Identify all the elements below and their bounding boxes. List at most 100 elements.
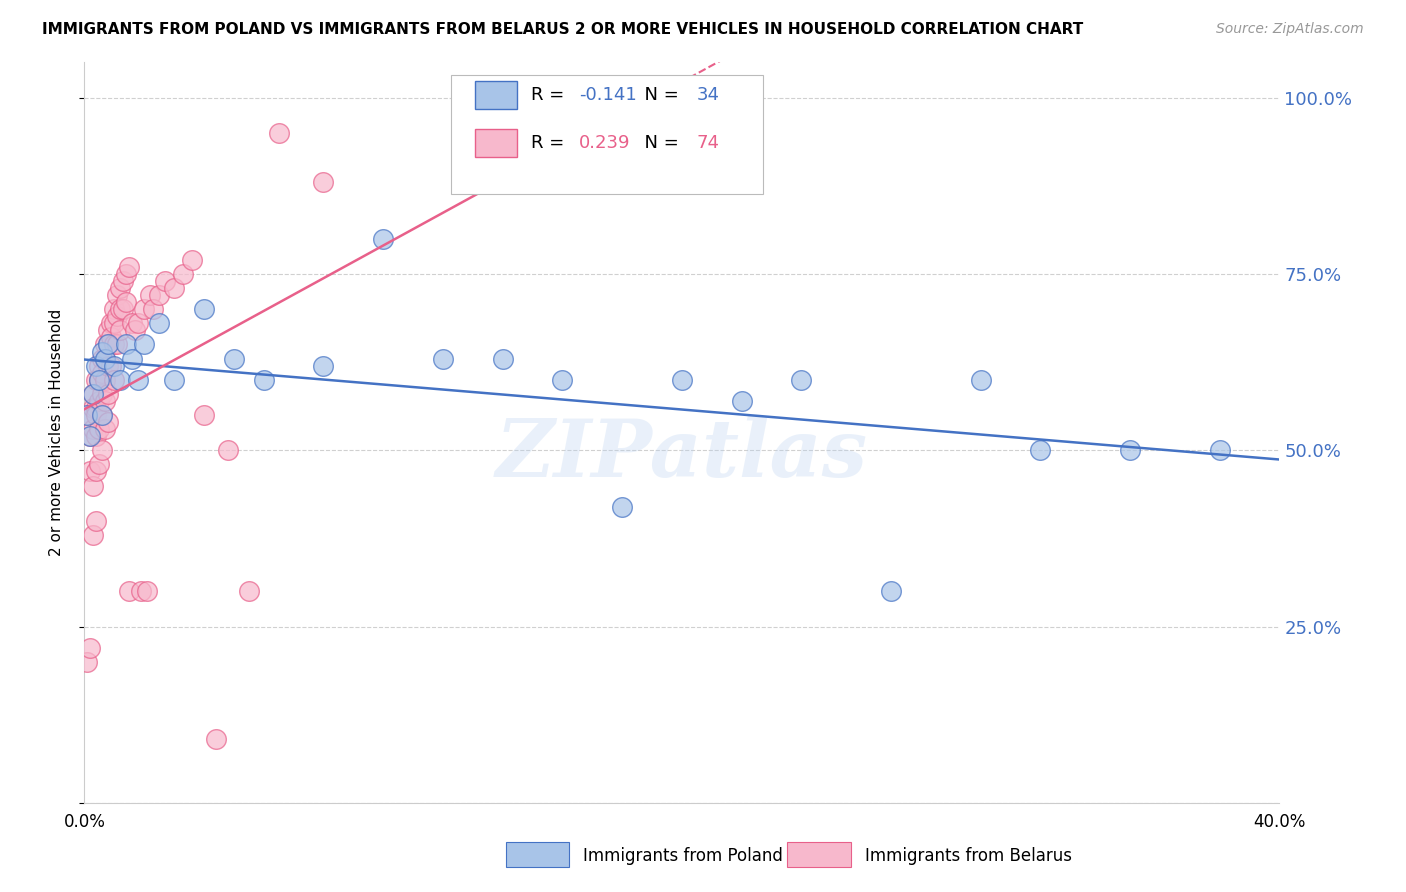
Point (153, 274, 176, 288)
Text: Source: ZipAtlas.com: Source: ZipAtlas.com (1216, 22, 1364, 37)
Point (94, 393, 117, 408)
Point (86, 429, 108, 443)
Point (82, 387, 104, 401)
Point (253, 373, 276, 387)
Point (94, 351, 117, 366)
Point (100, 330, 122, 344)
Point (103, 316, 125, 330)
Point (105, 310, 128, 324)
Point (82, 422, 104, 436)
Point (105, 337, 128, 351)
Point (671, 373, 693, 387)
Point (94, 373, 117, 387)
Text: 0.239: 0.239 (579, 134, 631, 153)
Point (91, 344, 114, 359)
Point (89, 373, 111, 387)
Point (127, 373, 149, 387)
Point (82, 478, 104, 492)
Point (82, 401, 104, 415)
Point (86, 401, 108, 415)
Point (91, 408, 114, 422)
Point (76, 655, 98, 669)
Point (97, 323, 120, 337)
Text: Immigrants from Poland: Immigrants from Poland (583, 847, 783, 865)
Point (222, 351, 245, 366)
Point (181, 252, 204, 267)
Point (86, 359, 108, 373)
Point (100, 316, 122, 330)
Point (124, 323, 146, 337)
Point (312, 359, 335, 373)
Point (94, 337, 117, 351)
Text: IMMIGRANTS FROM POLAND VS IMMIGRANTS FROM BELARUS 2 OR MORE VEHICLES IN HOUSEHOL: IMMIGRANTS FROM POLAND VS IMMIGRANTS FRO… (42, 22, 1084, 37)
Point (103, 359, 125, 373)
Point (110, 373, 132, 387)
Point (86, 514, 108, 528)
Y-axis label: 2 or more Vehicles in Household: 2 or more Vehicles in Household (49, 309, 63, 557)
Point (148, 316, 170, 330)
Point (91, 366, 114, 380)
Point (91, 351, 114, 366)
Point (970, 373, 993, 387)
Text: 74: 74 (696, 134, 720, 153)
Point (103, 302, 125, 317)
Point (193, 408, 215, 422)
Point (110, 302, 132, 317)
Point (163, 373, 186, 387)
Text: -0.141: -0.141 (579, 86, 637, 104)
Point (193, 302, 215, 317)
Point (89, 393, 111, 408)
Point (79, 640, 101, 655)
Point (1119, 443, 1142, 458)
Point (86, 464, 108, 478)
Text: 34: 34 (696, 86, 720, 104)
Bar (475, 129, 517, 157)
Point (115, 337, 138, 351)
Point (103, 373, 125, 387)
Point (86, 373, 108, 387)
Point (136, 584, 159, 599)
FancyBboxPatch shape (451, 75, 763, 194)
Point (129, 584, 152, 599)
Point (76, 408, 98, 422)
Point (172, 267, 194, 281)
Point (492, 351, 515, 366)
Point (76, 408, 98, 422)
Point (132, 337, 156, 351)
Point (89, 359, 111, 373)
Point (100, 359, 122, 373)
Point (612, 500, 634, 514)
Point (238, 584, 260, 599)
Point (79, 464, 101, 478)
Point (205, 732, 228, 747)
Point (267, 126, 290, 140)
Point (91, 387, 114, 401)
Point (312, 175, 335, 189)
Point (217, 443, 239, 458)
Point (121, 351, 143, 366)
Point (89, 458, 111, 472)
Point (97, 337, 120, 351)
Text: N =: N = (633, 86, 685, 104)
Point (373, 232, 395, 246)
Point (105, 288, 128, 302)
Text: N =: N = (633, 134, 685, 153)
Point (103, 337, 125, 351)
Point (115, 295, 138, 310)
Point (94, 422, 117, 436)
Point (121, 316, 143, 330)
Point (118, 260, 141, 274)
Point (89, 422, 111, 436)
Text: R =: R = (531, 134, 571, 153)
Text: Immigrants from Belarus: Immigrants from Belarus (865, 847, 1071, 865)
Point (79, 429, 101, 443)
Point (82, 387, 104, 401)
Point (86, 408, 108, 422)
Point (82, 528, 104, 542)
Point (132, 302, 156, 317)
Point (97, 337, 120, 351)
Point (97, 387, 120, 401)
Point (115, 267, 138, 281)
Point (79, 429, 101, 443)
Point (1209, 443, 1232, 458)
